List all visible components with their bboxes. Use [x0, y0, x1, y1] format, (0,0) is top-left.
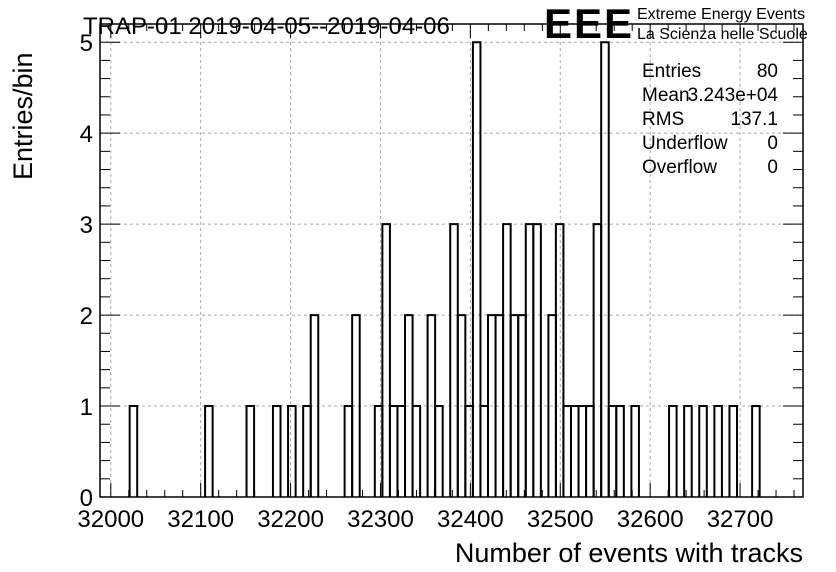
histogram-bar: [449, 223, 459, 497]
x-tick-label: 32100: [167, 506, 234, 533]
stats-value: 0: [767, 157, 778, 178]
stats-label: Underflow: [642, 133, 728, 154]
tick-labels: 32000 32100 32200 32300 32400 32500 32600 32700…: [77, 30, 773, 533]
logo-line-1: Extreme Energy Events: [637, 6, 805, 23]
histogram-bar: [524, 223, 535, 497]
y-tick-label: 4: [80, 121, 93, 148]
histogram-bar: [532, 223, 542, 497]
histogram-bar: [245, 405, 256, 497]
histogram-bar: [373, 405, 384, 497]
histogram-bar: [434, 405, 444, 497]
stats-label: Entries: [642, 61, 701, 82]
eee-logo-text: EEE: [544, 0, 634, 47]
x-tick-label: 32300: [347, 506, 414, 533]
y-tick-label: 5: [80, 30, 93, 57]
histogram-bar: [271, 405, 282, 497]
y-tick-label: 0: [80, 485, 93, 512]
histogram-bar: [683, 405, 693, 497]
histogram-bar: [713, 405, 723, 497]
logo-line-2: La Scienza nelle Scuole: [637, 26, 808, 43]
histogram-bar: [388, 405, 399, 497]
y-tick-label: 1: [80, 394, 93, 421]
histogram-bar: [502, 223, 512, 497]
x-tick-label: 32700: [707, 506, 774, 533]
histogram-bar: [471, 41, 482, 497]
x-tick-label: 32600: [617, 506, 684, 533]
histogram-bar: [479, 405, 489, 497]
histogram-bar: [343, 405, 354, 497]
y-tick-label: 2: [80, 303, 93, 330]
histogram-bar: [204, 405, 214, 497]
stats-value: 3.243e+04: [688, 85, 779, 106]
axis-ticks: [100, 23, 803, 498]
histogram-bar: [585, 405, 595, 497]
histogram-bar: [630, 405, 640, 497]
x-axis-label: Number of events with tracks: [455, 538, 803, 568]
histogram-bar: [615, 405, 625, 497]
histogram-bar: [554, 223, 565, 497]
x-tick-label: 32400: [437, 506, 504, 533]
histogram-bar: [698, 405, 708, 497]
histogram-bar: [728, 405, 739, 497]
histogram-bar: [569, 405, 580, 497]
y-tick-label: 3: [80, 212, 93, 239]
histogram-bar: [592, 223, 603, 497]
histogram-bar: [381, 223, 391, 497]
histogram-bar: [128, 405, 139, 497]
stats-label: Overflow: [642, 157, 717, 178]
histogram-bar: [309, 314, 320, 497]
histogram-bar: [577, 405, 588, 497]
histogram-bar: [287, 405, 297, 497]
histogram-bar: [668, 405, 678, 497]
stats-label: Mean: [642, 85, 690, 106]
histogram-bars: [128, 41, 761, 497]
histogram-bar: [751, 405, 761, 497]
grid-lines: [100, 24, 803, 497]
stats-value: 0: [767, 133, 778, 154]
eee-logo: EEE Extreme Energy Events La Scienza nel…: [544, 0, 808, 47]
histogram-bar: [600, 41, 610, 497]
chart-title: TRAP-01 2019-04-05--2019-04-06: [83, 13, 450, 40]
stats-label: RMS: [642, 109, 684, 130]
x-tick-label: 32500: [527, 506, 594, 533]
histogram-bar: [607, 405, 618, 497]
histogram-bar: [562, 405, 572, 497]
histogram-bar: [351, 314, 361, 497]
histogram-bar: [302, 405, 312, 497]
stats-value: 80: [757, 61, 778, 82]
histogram-bar: [464, 405, 474, 497]
histogram-bar: [411, 405, 422, 497]
histogram-bar: [396, 405, 407, 497]
stats-value: 137.1: [730, 109, 778, 130]
x-tick-label: 32000: [77, 506, 144, 533]
y-axis-label: Entries/bin: [8, 52, 38, 180]
x-tick-label: 32200: [257, 506, 324, 533]
